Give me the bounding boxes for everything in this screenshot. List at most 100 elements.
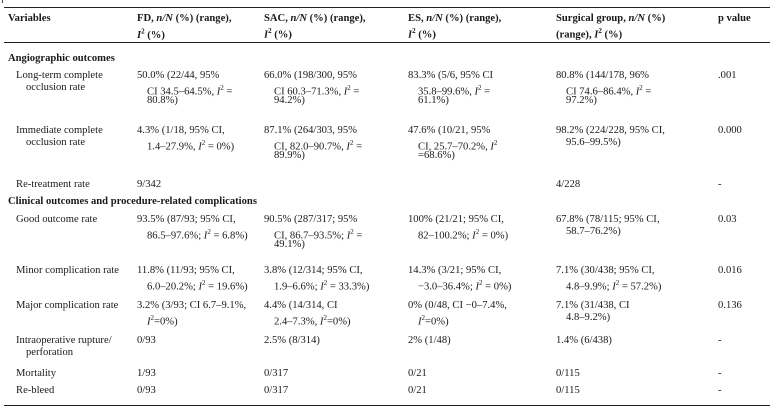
cell-sac-r1-l0: 87.1% (264/303, 95% (264, 125, 357, 136)
cell-es-r7-l0: 0/21 (408, 368, 427, 379)
cell-sac-r3-l2: 49.1%) (274, 238, 305, 250)
header-es: ES, n/N (%) (range), I2 (%) (408, 13, 501, 42)
cell-label-r7-l0: Mortality (16, 368, 57, 379)
cell-es-r0-l0: 83.3% (5/6, 95% CI (408, 70, 494, 81)
cell-fd-r5-l0: 3.2% (3/93; CI 6.7–9.1%, (137, 300, 247, 311)
cell-label-r0-l0: Long-term complete (16, 70, 103, 81)
cell-surgical-r3-l0: 67.8% (78/115; 95% CI, (556, 214, 660, 225)
cell-es-r5-l0: 0% (0/48, CI −0–7.4%, (408, 300, 507, 311)
cell-label-r8-l0: Re-bleed (16, 385, 55, 396)
cell-es-r5-l1: I2=0%) (418, 314, 449, 328)
cell-surgical-r6-l0: 1.4% (6/438) (556, 335, 612, 346)
cell-fd-r1-l1: 1.4–27.9%, I2 = 0%) (147, 139, 235, 153)
cell-surgical-r4-l1: 4.8–9.9%; I2 = 57.2%) (566, 279, 662, 293)
cell-surgical-r4-l0: 7.1% (30/438; 95% CI, (556, 265, 655, 276)
cell-p-r2-l0: - (718, 179, 722, 190)
cell-sac-r0-l0: 66.0% (198/300, 95% (264, 70, 357, 81)
cell-surgical-r0-l2: 97.2%) (566, 94, 597, 106)
cell-fd-r3-l0: 93.5% (87/93; 95% CI, (137, 214, 236, 225)
cell-sac-r1-l1: CI, 82.0–90.7%, I2 = (274, 139, 363, 153)
header-fd: FD, n/N (%) (range), I2 (%) (137, 13, 231, 42)
cell-surgical-r8-l0: 0/115 (556, 385, 580, 396)
cell-sac-r3-l0: 90.5% (287/317; 95% (264, 214, 358, 225)
table-bottom-rule (4, 405, 770, 407)
cell-label-r1-l0: Immediate complete (16, 125, 103, 136)
cell-p-r0-l0: .001 (718, 70, 737, 81)
cell-fd-r1-l0: 4.3% (1/18, 95% CI, (137, 125, 225, 136)
cell-fd-r3-l1: 86.5–97.6%; I2 = 6.8%) (147, 228, 248, 242)
cell-sac-r7-l0: 0/317 (264, 368, 289, 379)
header-es-line1: ES, n/N (%) (range), (408, 13, 502, 24)
cell-fd-r4-l1: 6.0–20.2%; I2 = 19.6%) (147, 279, 248, 293)
cell-es-r4-l1: −3.0–36.4%; I2 = 0%) (418, 279, 512, 293)
cell-fd-r5-l1: I2=0%) (147, 314, 178, 328)
cell-p-r7-l0: - (718, 368, 722, 379)
cell-es-r1-l2: =68.6%) (418, 149, 455, 161)
header-sac-line2: I2 (%) (264, 27, 292, 41)
header-bottom-rule (4, 42, 770, 43)
cell-es-r3-l1: 82–100.2%; I2 = 0%) (418, 228, 509, 242)
cell-surgical-r1-l1: 95.6–99.5%) (566, 137, 621, 149)
header-pvalue: p value (718, 13, 751, 24)
header-fd-line1: FD, n/N (%) (range), (137, 13, 232, 24)
cell-surgical-r5-l1: 4.8–9.2%) (566, 312, 611, 324)
cell-es-r8-l0: 0/21 (408, 385, 427, 396)
cell-fd-r0-l1: CI 34.5–64.5%, I2 = (147, 84, 233, 98)
cell-sac-r5-l0: 4.4% (14/314, CI (264, 300, 338, 311)
cell-sac-r4-l1: 1.9–6.6%; I2 = 33.3%) (274, 279, 370, 293)
cell-es-r0-l1: 35.8–99.6%, I2 = (418, 84, 491, 98)
table-top-rule (4, 7, 770, 9)
cell-p-r6-l0: - (718, 335, 722, 346)
header-surgical-line1: Surgical group, n/N (%) (556, 13, 666, 24)
section-angiographic: Angiographic outcomes (8, 53, 115, 64)
cell-fd-r6-l0: 0/93 (137, 335, 156, 346)
cell-label-r0-l1: occlusion rate (26, 82, 86, 94)
cell-label-r6-l0: Intraoperative rupture/ (16, 335, 112, 346)
cell-p-r3-l0: 0.03 (718, 214, 737, 225)
cell-es-r0-l2: 61.1%) (418, 94, 449, 106)
header-variables: Variables (8, 13, 51, 24)
cell-sac-r4-l0: 3.8% (12/314; 95% CI, (264, 265, 363, 276)
header-fd-line2: I2 (%) (137, 27, 165, 41)
header-surgical: Surgical group, n/N (%) (range), I2 (%) (556, 13, 665, 42)
cell-label-r2-l0: Re-treatment rate (16, 179, 90, 190)
cell-p-r5-l0: 0.136 (718, 300, 742, 311)
header-es-line2: I2 (%) (408, 27, 436, 41)
cell-es-r4-l0: 14.3% (3/21; 95% CI, (408, 265, 502, 276)
cell-label-r1-l1: occlusion rate (26, 137, 86, 149)
cell-fd-r8-l0: 0/93 (137, 385, 156, 396)
cell-sac-r1-l2: 89.9%) (274, 149, 305, 161)
crop-mark (0, 0, 6, 4)
cell-label-r6-l1: perforation (26, 347, 74, 359)
cell-p-r1-l0: 0.000 (718, 125, 742, 136)
cell-es-r6-l0: 2% (1/48) (408, 335, 451, 346)
cell-surgical-r0-l1: CI 74.6–86.4%, I2 = (566, 84, 652, 98)
section-clinical: Clinical outcomes and procedure-related … (8, 196, 257, 207)
header-sac-line1: SAC, n/N (%) (range), (264, 13, 366, 24)
cell-es-r1-l1: CI, 25.7–70.2%, I2 (418, 139, 498, 153)
cell-fd-r7-l0: 1/93 (137, 368, 156, 379)
cell-sac-r5-l1: 2.4–7.3%, I2=0%) (274, 314, 351, 328)
cell-sac-r6-l0: 2.5% (8/314) (264, 335, 320, 346)
header-surgical-line2: (range), I2 (%) (556, 27, 623, 41)
cell-surgical-r0-l0: 80.8% (144/178, 96% (556, 70, 649, 81)
cell-sac-r3-l1: CI, 86.7–93.5%; I2 = (274, 228, 363, 242)
cell-fd-r0-l0: 50.0% (22/44, 95% (137, 70, 220, 81)
cell-fd-r0-l2: 80.8%) (147, 94, 178, 106)
cell-label-r3-l0: Good outcome rate (16, 214, 98, 225)
cell-surgical-r3-l1: 58.7–76.2%) (566, 226, 621, 238)
cell-surgical-r7-l0: 0/115 (556, 368, 580, 379)
cell-label-r4-l0: Minor complication rate (16, 265, 119, 276)
cell-p-r4-l0: 0.016 (718, 265, 742, 276)
cell-sac-r0-l2: 94.2%) (274, 94, 305, 106)
cell-p-r8-l0: - (718, 385, 722, 396)
cell-fd-r2-l0: 9/342 (137, 179, 162, 190)
cell-surgical-r5-l0: 7.1% (31/438, CI (556, 300, 630, 311)
cell-es-r3-l0: 100% (21/21; 95% CI, (408, 214, 504, 225)
cell-sac-r8-l0: 0/317 (264, 385, 289, 396)
cell-surgical-r1-l0: 98.2% (224/228, 95% CI, (556, 125, 665, 136)
cell-sac-r0-l1: CI 60.3–71.3%, I2 = (274, 84, 360, 98)
header-sac: SAC, n/N (%) (range), I2 (%) (264, 13, 366, 42)
cell-fd-r4-l0: 11.8% (11/93; 95% CI, (137, 265, 235, 276)
cell-surgical-r2-l0: 4/228 (556, 179, 581, 190)
